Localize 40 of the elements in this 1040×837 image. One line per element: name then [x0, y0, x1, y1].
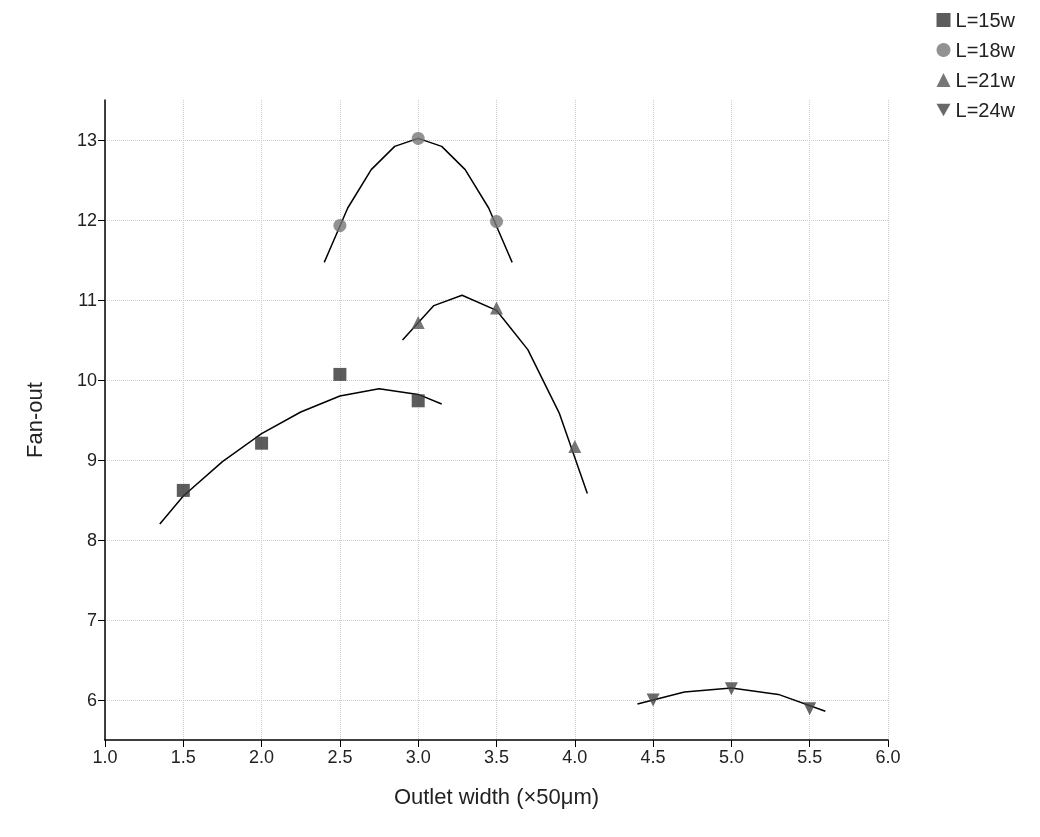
point: [646, 693, 660, 707]
point: [490, 215, 503, 229]
x-tick-label: 3.0: [405, 747, 431, 767]
point: [333, 367, 347, 381]
point: [255, 436, 269, 450]
line-series: [159, 388, 443, 525]
y-tick-label: 7: [86, 610, 97, 630]
point: [411, 315, 425, 329]
legend-label: L=21w: [955, 69, 1016, 91]
x-tick-label: 1.5: [170, 747, 196, 767]
point: [411, 131, 425, 145]
legend-label: L=24w: [955, 99, 1016, 121]
y-tick-label: 12: [76, 210, 97, 230]
line-series: [401, 294, 589, 495]
point: [803, 702, 817, 716]
x-tick-label: 6.0: [875, 747, 901, 767]
y-tick-label: 9: [86, 450, 97, 470]
y-tick-label: 10: [76, 370, 97, 390]
y-tick-label: 13: [76, 130, 97, 150]
point: [568, 439, 582, 453]
y-tick-label: 6: [86, 690, 97, 710]
point: [724, 682, 738, 696]
y-axis-title: Fan-out: [21, 382, 47, 458]
x-tick-label: 5.0: [718, 747, 744, 767]
point: [411, 394, 425, 408]
x-tick-label: 2.0: [249, 747, 275, 767]
point: [490, 301, 503, 315]
y-tick-label: 8: [86, 530, 97, 550]
legend-label: L=15w: [955, 9, 1016, 31]
x-tick-label: 4.5: [640, 747, 666, 767]
x-axis-title: Outlet width (×50μm): [393, 783, 600, 809]
legend-label: L=18w: [955, 39, 1016, 61]
x-tick-label: 5.5: [797, 747, 823, 767]
x-tick-label: 2.5: [327, 747, 353, 767]
point: [333, 219, 347, 233]
x-tick-label: 1.0: [92, 747, 118, 767]
point: [176, 483, 190, 497]
y-tick-label: 11: [78, 290, 97, 310]
x-tick-label: 4.0: [562, 747, 588, 767]
x-tick-label: 3.5: [483, 747, 510, 767]
